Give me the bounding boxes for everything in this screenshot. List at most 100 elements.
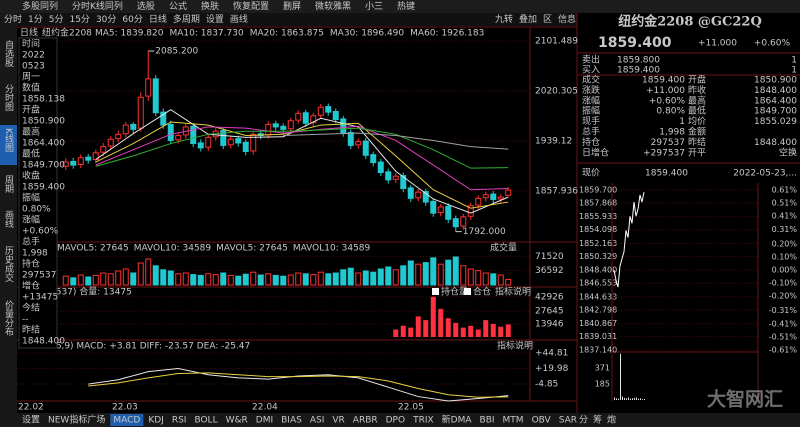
volume-bar <box>92 274 99 286</box>
info-text: 今结 <box>22 302 40 314</box>
period-button[interactable]: 画线 <box>230 13 248 25</box>
y-tick-label: 1846.553 <box>579 279 617 288</box>
sidebar-button[interactable]: K线图 <box>3 128 14 153</box>
sidebar-button[interactable]: 画线 <box>3 210 14 228</box>
indicator-tab[interactable]: MTM <box>503 416 524 426</box>
indicator-tab[interactable]: MACD <box>113 416 140 426</box>
candle-body <box>302 112 309 124</box>
indicator-tab[interactable]: OBV <box>532 416 552 426</box>
candle-body <box>205 136 212 148</box>
period-button[interactable]: 60分 <box>122 14 142 25</box>
indicator-tab[interactable]: W&R <box>226 416 248 426</box>
oi-bar <box>460 327 466 337</box>
volume-bar <box>212 274 219 286</box>
indicator-tab[interactable]: 设置 <box>22 415 40 426</box>
side-tab[interactable]: 分 <box>579 415 588 426</box>
indicator-tab[interactable]: KDJ <box>148 416 164 426</box>
period-button[interactable]: 5分 <box>49 14 64 25</box>
sidebar-button[interactable]: 周期 <box>3 175 14 194</box>
info-text: 1864.400 <box>22 139 65 149</box>
period-button[interactable]: 日线 <box>149 13 167 25</box>
toolbar-button[interactable]: 微软雅黑 <box>315 0 351 12</box>
volume-bar <box>130 272 137 286</box>
period-button[interactable]: 30分 <box>96 14 116 25</box>
indicator-tab[interactable]: VR <box>332 416 344 426</box>
checkbox-label: 持仓量 <box>441 286 468 298</box>
volume-bar <box>460 265 467 286</box>
indicator-tab[interactable]: BBI <box>480 416 495 426</box>
period-button[interactable]: 1分 <box>28 14 43 25</box>
candle-body <box>130 123 137 130</box>
quote-value: 297537 <box>651 138 685 148</box>
y-tick-label: 1848.400 <box>579 266 617 275</box>
toolbar-button[interactable]: 删屏 <box>283 1 301 12</box>
volume-bar <box>452 256 459 286</box>
volume-bar <box>497 274 504 286</box>
period-button[interactable]: 设置 <box>206 14 224 25</box>
indicator-tab[interactable]: TRIX <box>412 416 434 426</box>
indicator-tab[interactable]: 新DMA <box>442 414 473 426</box>
period-button[interactable]: 分时 <box>4 13 22 25</box>
y-tick-label: -4.85 <box>535 379 558 389</box>
indicator-tab[interactable]: BOLL <box>194 416 217 426</box>
indicator-tab[interactable]: DMI <box>256 416 273 426</box>
quote-value: +0.60% <box>649 96 686 106</box>
tool-button[interactable]: 叠加 <box>519 14 537 25</box>
volume-bar <box>250 271 257 286</box>
indicator-tab[interactable]: RSI <box>172 416 187 426</box>
side-tab[interactable]: 筹 <box>593 414 602 426</box>
indicator-tab[interactable]: SAR <box>559 416 577 426</box>
x-date-label: 22.05 <box>398 403 424 413</box>
sidebar-button[interactable]: 自选股 <box>3 39 14 68</box>
volume-bar <box>227 274 234 286</box>
quote-label: 均价 <box>688 115 706 127</box>
info-text: 收盘 <box>22 170 40 182</box>
volume-bar <box>302 273 309 286</box>
indicator-tab[interactable]: ARBR <box>353 416 378 426</box>
toolbar-button[interactable]: 多股同列 <box>22 0 58 12</box>
intraday-volume-bar <box>630 398 631 400</box>
tool-button[interactable]: 信息 <box>558 13 576 25</box>
oi-bar <box>408 327 414 337</box>
symbol-name: 纽约金2208 <box>42 27 92 39</box>
toolbar-button[interactable]: 换肤 <box>201 0 219 12</box>
y2-tick-label: 0.20% <box>772 239 798 248</box>
sidebar-active <box>0 125 17 165</box>
indicator-tab[interactable]: ASI <box>310 416 325 426</box>
volume-bar <box>400 265 407 286</box>
indicator-tab[interactable]: BIAS <box>281 416 302 426</box>
candle-body <box>62 161 69 167</box>
tool-button[interactable]: 区 <box>543 14 552 25</box>
candle-body <box>287 120 294 130</box>
info-text: 1849.700 <box>22 161 65 171</box>
sidebar-button[interactable]: 价量分布 <box>3 300 14 337</box>
toolbar-button[interactable]: 小三 <box>365 1 383 12</box>
volume-bar <box>362 270 369 286</box>
toolbar-button[interactable]: 热键 <box>397 0 415 12</box>
side-tab[interactable]: 炮 <box>607 414 616 426</box>
toolbar-button[interactable]: 分时K线同列 <box>72 0 123 12</box>
quote-price: 1859.400 <box>598 35 672 51</box>
quote-label: 涨幅 <box>582 94 600 106</box>
info-text: 1,998 <box>22 249 48 259</box>
volume-bar <box>392 269 399 286</box>
indicator-tab[interactable]: DPO <box>386 416 405 426</box>
period-button[interactable]: 多周期 <box>173 13 200 25</box>
period-button[interactable]: 15分 <box>69 14 89 25</box>
y2-tick-label: 0.41% <box>772 212 798 221</box>
tool-button[interactable]: 九转 <box>495 13 513 25</box>
y2-tick-label: -0.20% <box>769 292 798 301</box>
y-tick-label: 42926 <box>535 292 564 302</box>
toolbar-button[interactable]: 恢复配置 <box>233 0 269 12</box>
toolbar-button[interactable]: 公式 <box>169 0 187 12</box>
toolbar-button[interactable]: 选股 <box>137 0 155 12</box>
y-tick-label: 1939.12 <box>535 137 572 147</box>
sidebar-button[interactable]: 历史成交 <box>3 246 14 283</box>
indicator-tab[interactable]: NEW指标广场 <box>48 414 105 426</box>
candle-body <box>197 142 204 149</box>
quote-value: +297537 <box>643 148 685 158</box>
intraday-volume-bar <box>636 397 637 400</box>
sidebar-button[interactable]: 分时图 <box>3 84 14 112</box>
candle-body <box>460 216 467 227</box>
